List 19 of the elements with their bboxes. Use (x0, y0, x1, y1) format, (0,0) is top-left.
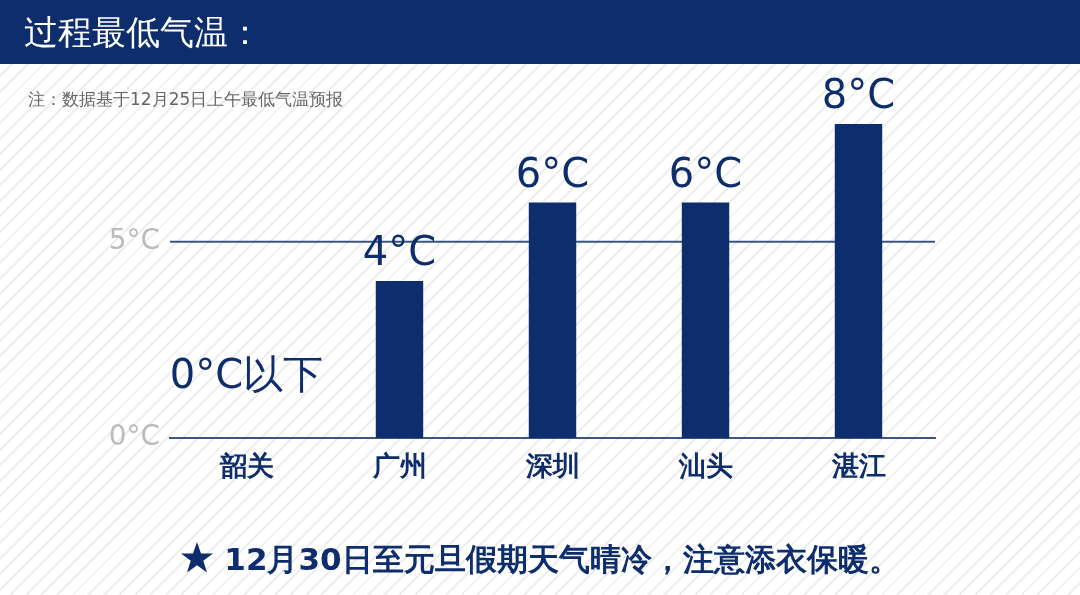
x-tick-label: 湛江 (830, 450, 886, 482)
bar (681, 202, 730, 438)
data-label: 6°C (668, 149, 743, 196)
bar (375, 281, 424, 438)
bar (834, 124, 883, 438)
x-tick-label: 汕头 (677, 450, 733, 482)
x-tick-label: 韶关 (218, 450, 274, 482)
x-tick-label: 广州 (371, 450, 427, 482)
y-tick-label: 0°C (108, 419, 160, 453)
data-label: 4°C (362, 228, 437, 275)
x-tick-label: 深圳 (524, 450, 580, 482)
text: 12月30日至元旦假期天气晴冷，注意添衣保暖。 (224, 541, 900, 577)
chart-title: 过程最低气温： (0, 0, 1080, 64)
data-label: 6°C (515, 149, 590, 196)
text: 0°C以下 (169, 351, 324, 398)
y-tick-label: 5°C (108, 223, 160, 257)
bar (528, 202, 577, 438)
data-label: 8°C (821, 71, 896, 118)
chart-subtitle: 注：数据基于12月25日上午最低气温预报 (28, 88, 344, 111)
